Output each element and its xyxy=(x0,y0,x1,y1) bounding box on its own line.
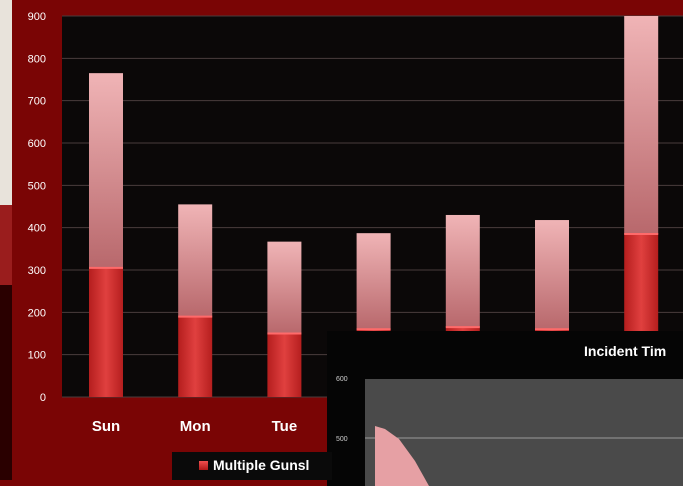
bar-lower-tue xyxy=(267,333,302,397)
inset-ytick-label: 600 xyxy=(336,376,348,383)
y-tick-label: 800 xyxy=(28,53,46,65)
bar-upper-sun xyxy=(89,73,123,268)
background-dark-strip xyxy=(0,285,12,480)
x-tick-label-tue: Tue xyxy=(272,418,298,435)
x-tick-label-mon: Mon xyxy=(180,418,211,435)
legend-label-multiple-guns: Multiple Gunsl xyxy=(213,457,310,473)
bar-upper-wed xyxy=(356,233,391,330)
inset-chart-title: Incident Tim xyxy=(584,343,667,359)
y-tick-label: 900 xyxy=(28,11,46,23)
bar-upper-tue xyxy=(267,241,302,334)
bar-lower-sun xyxy=(89,267,123,397)
inset-chart-panel: 600 500 Incident Tim xyxy=(327,331,683,486)
bar-lower-mon xyxy=(178,316,213,397)
bar-upper-mon xyxy=(178,204,213,317)
background-light-panel xyxy=(0,0,12,205)
x-tick-label-sun: Sun xyxy=(92,418,120,435)
bar-upper-fri xyxy=(535,220,569,330)
inset-area-series xyxy=(375,426,429,486)
y-tick-label: 700 xyxy=(28,96,46,108)
y-tick-label: 600 xyxy=(28,138,46,150)
y-tick-label: 500 xyxy=(28,180,46,192)
inset-ytick-label: 500 xyxy=(336,436,348,443)
y-tick-label: 100 xyxy=(28,350,46,362)
background-red-strip xyxy=(0,205,12,285)
inset-area-chart: 600 500 xyxy=(336,376,683,486)
bar-upper-sat xyxy=(624,16,659,235)
y-tick-label: 0 xyxy=(40,392,46,404)
y-tick-label: 300 xyxy=(28,265,46,277)
legend: Multiple Gunsl xyxy=(172,452,332,480)
y-tick-label: 200 xyxy=(28,307,46,319)
y-tick-label: 400 xyxy=(28,223,46,235)
legend-swatch-multiple-guns xyxy=(199,461,208,470)
bar-upper-thu xyxy=(445,214,480,328)
